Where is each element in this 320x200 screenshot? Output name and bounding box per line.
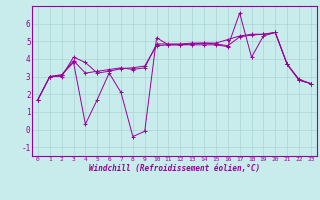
X-axis label: Windchill (Refroidissement éolien,°C): Windchill (Refroidissement éolien,°C) xyxy=(89,164,260,173)
